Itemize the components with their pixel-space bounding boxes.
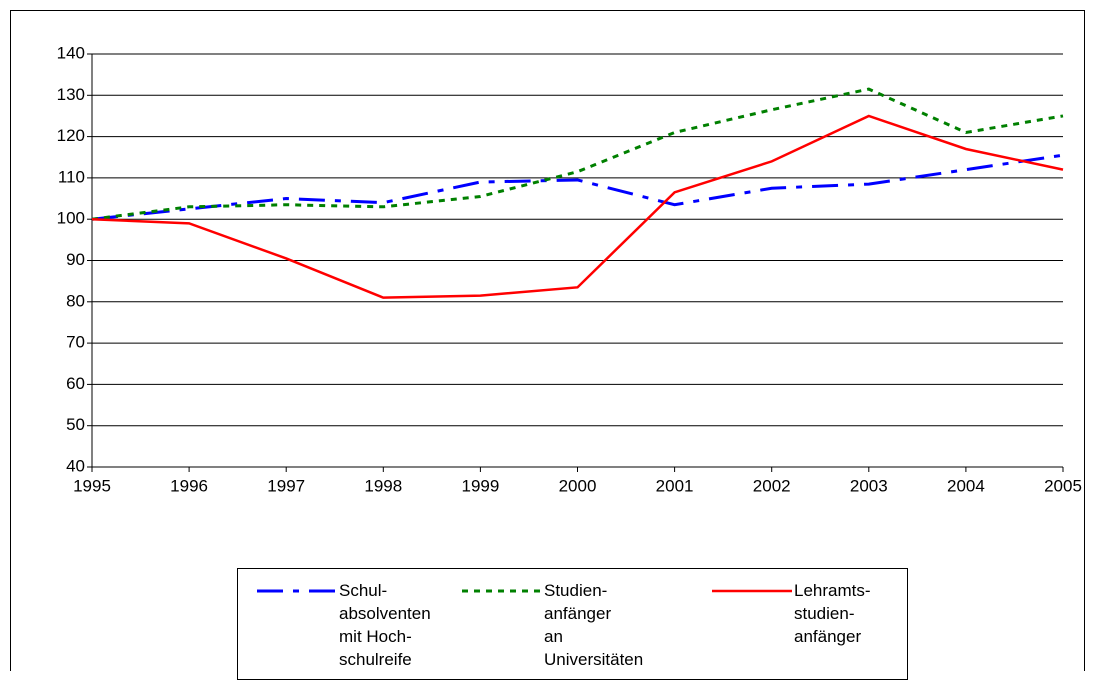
y-tick-label: 110 (58, 167, 85, 186)
legend: Schul- absolventen mit Hoch- schulreife S… (237, 568, 908, 680)
x-tick-label: 1996 (170, 476, 208, 495)
y-tick-label: 80 (66, 291, 85, 310)
x-tick-label: 2001 (656, 476, 694, 495)
legend-label: Studien- anfänger an Universitäten (544, 581, 644, 669)
x-tick-label: 2004 (947, 476, 985, 495)
series-line (91, 87, 1064, 221)
legend-label: Lehramts- studien- anfänger (794, 581, 871, 646)
y-tick-label: 70 (66, 333, 85, 352)
x-tick-label: 1997 (267, 476, 305, 495)
series-line (91, 153, 1064, 221)
y-tick-label: 50 (66, 415, 85, 434)
y-tick-label: 60 (66, 374, 85, 393)
legend-swatch (462, 589, 542, 593)
y-tick-label: 100 (57, 209, 85, 228)
legend-swatch (712, 589, 792, 593)
x-tick-label: 1995 (73, 476, 111, 495)
x-tick-label: 2005 (1044, 476, 1082, 495)
y-tick-label: 140 (57, 43, 85, 62)
y-tick-label: 120 (57, 126, 85, 145)
y-tick-label: 90 (66, 250, 85, 269)
y-tick-label: 40 (66, 456, 85, 475)
x-tick-label: 2003 (850, 476, 888, 495)
series-line (91, 114, 1064, 299)
legend-swatch (257, 589, 337, 593)
x-tick-label: 2002 (753, 476, 791, 495)
x-tick-label: 2000 (559, 476, 597, 495)
x-tick-label: 1999 (461, 476, 499, 495)
x-tick-label: 1998 (364, 476, 402, 495)
y-tick-label: 130 (57, 85, 85, 104)
legend-label: Schul- absolventen mit Hoch- schulreife (339, 581, 431, 669)
